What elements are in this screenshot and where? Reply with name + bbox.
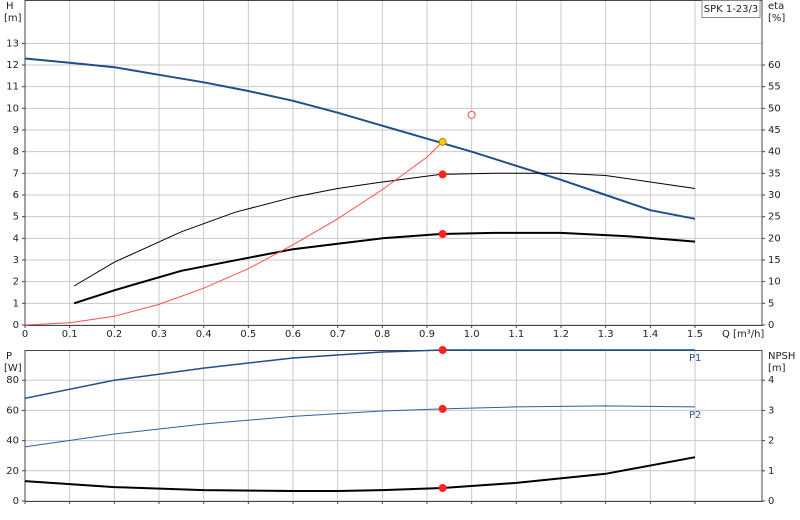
y2-tick-label: 1 bbox=[768, 466, 774, 477]
marker bbox=[438, 230, 447, 238]
y-tick-label: 0 bbox=[13, 496, 19, 507]
marker bbox=[438, 404, 447, 413]
y-tick-label: 8 bbox=[13, 147, 19, 158]
x-axis-label: Q [m³/h] bbox=[722, 329, 764, 340]
y2-axis-unit: [m] bbox=[768, 363, 786, 374]
curve-label: P2 bbox=[689, 410, 701, 421]
curve bbox=[24, 141, 443, 326]
curve bbox=[24, 456, 696, 492]
y-axis-unit: [m] bbox=[4, 13, 22, 24]
title-box bbox=[701, 0, 761, 18]
x-tick-label: 0.4 bbox=[196, 329, 212, 340]
curve-label: P1 bbox=[689, 353, 701, 364]
y-tick-label: 80 bbox=[6, 375, 19, 386]
y2-tick-label: 50 bbox=[768, 103, 781, 114]
y-tick-label: 6 bbox=[13, 190, 19, 201]
y-tick-label: 13 bbox=[6, 38, 19, 49]
y-tick-label: 0 bbox=[13, 320, 19, 331]
y2-tick-label: 5 bbox=[768, 298, 774, 309]
y2-axis-label: NPSH bbox=[768, 351, 795, 362]
chart-title: SPK 1-23/3 bbox=[704, 4, 759, 15]
y2-tick-label: 15 bbox=[768, 255, 781, 266]
y-tick-label: 9 bbox=[13, 125, 19, 136]
y-axis-unit: [W] bbox=[4, 363, 22, 374]
y2-tick-label: 40 bbox=[768, 147, 781, 158]
curve bbox=[24, 405, 696, 448]
x-tick-label: 0.8 bbox=[374, 329, 390, 340]
x-tick-label: 1.5 bbox=[687, 329, 703, 340]
y2-tick-label: 10 bbox=[768, 277, 781, 288]
y-tick-label: 60 bbox=[6, 405, 19, 416]
x-tick-label: 1.0 bbox=[464, 329, 480, 340]
marker bbox=[438, 137, 447, 146]
marker bbox=[438, 484, 447, 493]
y-tick-label: 10 bbox=[6, 103, 19, 114]
y-axis-label: P bbox=[6, 351, 12, 362]
marker bbox=[467, 110, 476, 119]
y-tick-label: 40 bbox=[6, 436, 19, 447]
y2-tick-label: 60 bbox=[768, 60, 781, 71]
y-tick-label: 20 bbox=[6, 466, 19, 477]
x-tick-label: 1.4 bbox=[642, 329, 658, 340]
plot-frame bbox=[24, 0, 763, 326]
x-tick-label: 1.1 bbox=[508, 329, 524, 340]
y2-tick-label: 55 bbox=[768, 82, 781, 93]
plot-frame bbox=[24, 350, 763, 502]
y-tick-label: 5 bbox=[13, 212, 19, 223]
curve bbox=[73, 231, 696, 305]
x-tick-label: 0.7 bbox=[330, 329, 346, 340]
x-tick-label: 0.3 bbox=[151, 329, 167, 340]
y2-tick-label: 30 bbox=[768, 190, 781, 201]
y2-axis-unit: [%] bbox=[768, 13, 785, 24]
y-tick-label: 11 bbox=[6, 82, 19, 93]
x-tick-label: 0.2 bbox=[106, 329, 122, 340]
y2-axis-label: eta bbox=[768, 1, 784, 12]
y-tick-label: 3 bbox=[13, 255, 19, 266]
y-tick-label: 4 bbox=[13, 233, 19, 244]
marker bbox=[438, 346, 447, 354]
curve bbox=[24, 349, 695, 400]
y-tick-label: 12 bbox=[6, 60, 19, 71]
y2-tick-label: 4 bbox=[768, 375, 774, 386]
y-tick-label: 7 bbox=[13, 168, 19, 179]
y2-tick-label: 0 bbox=[768, 496, 774, 507]
y2-tick-label: 0 bbox=[768, 320, 774, 331]
x-tick-label: 1.3 bbox=[598, 329, 614, 340]
y2-tick-label: 2 bbox=[768, 436, 774, 447]
curve bbox=[73, 172, 696, 287]
y2-tick-label: 45 bbox=[768, 125, 781, 136]
curve bbox=[24, 57, 696, 220]
y-tick-label: 1 bbox=[13, 298, 19, 309]
marker bbox=[438, 170, 447, 179]
x-tick-label: 0 bbox=[22, 329, 28, 340]
y2-tick-label: 25 bbox=[768, 212, 781, 223]
y2-tick-label: 35 bbox=[768, 168, 781, 179]
y-axis-label: H bbox=[6, 1, 14, 12]
x-tick-label: 0.9 bbox=[419, 329, 435, 340]
y-tick-label: 2 bbox=[13, 277, 19, 288]
x-tick-label: 1.2 bbox=[553, 329, 569, 340]
y2-tick-label: 20 bbox=[768, 233, 781, 244]
x-tick-label: 0.5 bbox=[240, 329, 256, 340]
x-tick-label: 0.6 bbox=[285, 329, 301, 340]
x-tick-label: 0.1 bbox=[62, 329, 78, 340]
y2-tick-label: 3 bbox=[768, 405, 774, 416]
